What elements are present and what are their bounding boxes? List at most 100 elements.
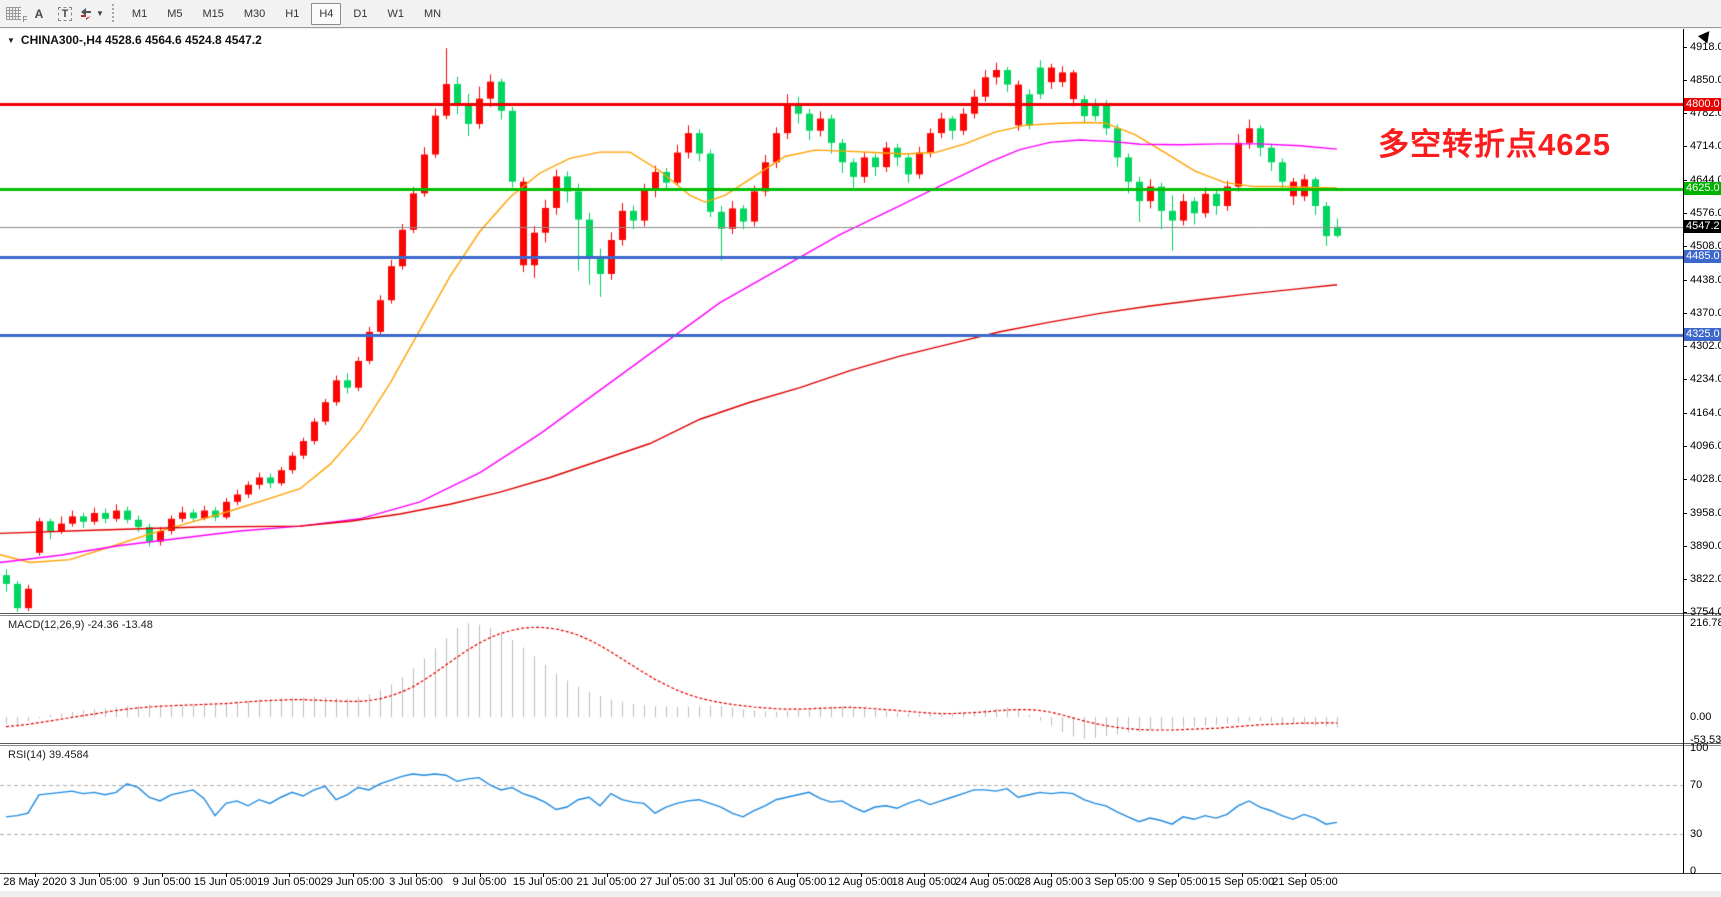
time-axis-label: 27 Jul 05:00	[640, 876, 700, 888]
time-axis-tick	[353, 873, 354, 877]
time-axis-label: 31 Jul 05:00	[703, 876, 764, 888]
price-axis-label: 3958.0	[1690, 507, 1721, 519]
time-axis-tick	[861, 873, 862, 877]
main-chart-canvas[interactable]	[0, 29, 1683, 613]
time-axis-label: 19 Jun 05:00	[257, 876, 321, 888]
price-axis-tick	[1683, 213, 1687, 214]
chevron-down-icon[interactable]: ▼	[96, 9, 104, 18]
rsi-pane-canvas[interactable]	[0, 745, 1683, 873]
price-axis-label: 4918.0	[1690, 41, 1721, 53]
time-axis-label: 15 Jun 05:00	[193, 876, 258, 888]
macd-pane-canvas[interactable]	[0, 615, 1683, 743]
price-axis-tick	[1683, 113, 1687, 114]
chart-window: ▼ CHINA300-,H4 4528.6 4564.6 4524.8 4547…	[0, 27, 1721, 891]
price-axis-tick	[1683, 246, 1687, 247]
tf-button-mn[interactable]: MN	[423, 7, 442, 20]
time-axis-tick	[1242, 873, 1243, 877]
price-axis-label: 4438.0	[1690, 274, 1721, 286]
time-axis-label: 6 Aug 05:00	[767, 876, 827, 888]
price-axis-tick	[1683, 280, 1687, 281]
price-axis-label: 4370.0	[1690, 307, 1721, 319]
time-axis-label: 18 Aug 05:00	[891, 876, 957, 888]
time-axis-tick	[99, 873, 100, 877]
time-axis-tick	[734, 873, 735, 877]
time-axis-tick	[35, 873, 36, 877]
macd-indicator-label: MACD(12,26,9) -24.36 -13.48	[8, 619, 153, 631]
time-axis-label: 3 Jul 05:00	[389, 876, 443, 888]
rsi-axis-label: 0	[1690, 865, 1697, 877]
time-axis-label: 3 Sep 05:00	[1084, 876, 1145, 888]
time-axis-tick	[607, 873, 608, 877]
time-axis-label: 9 Jul 05:00	[452, 876, 507, 888]
price-tag-4325.0: 4325.0	[1684, 328, 1721, 341]
time-axis-tick	[1115, 873, 1116, 877]
price-axis-tick	[1683, 346, 1687, 347]
price-axis-tick	[1683, 546, 1687, 547]
toolbar: F A T ▼ M1 M5 M15 M30 H1 H4 D1 W1 MN	[0, 0, 1721, 28]
tf-button-m15[interactable]: M15	[202, 7, 224, 20]
time-axis-label: 15 Sep 05:00	[1208, 876, 1275, 888]
tf-button-h1[interactable]: H1	[285, 7, 300, 20]
chart-annotation-text: 多空转折点4625	[1378, 127, 1611, 162]
collapse-triangle-icon[interactable]: ▼	[7, 35, 15, 45]
timeframe-button-group: M1 M5 M15 M30 H1 H4 D1 W1 MN	[122, 2, 451, 25]
symbol-title[interactable]: ▼ CHINA300-,H4 4528.6 4564.6 4524.8 4547…	[7, 33, 262, 47]
price-axis-label: 3822.0	[1690, 573, 1721, 585]
price-axis-tick	[1683, 146, 1687, 147]
price-axis-tick	[1683, 413, 1687, 414]
price-axis-tick	[1683, 313, 1687, 314]
time-axis-label: 3 Jun 05:00	[69, 876, 128, 888]
rsi-pane-top-border	[0, 745, 1721, 746]
time-axis[interactable]	[0, 873, 1721, 891]
tf-button-m5[interactable]: M5	[167, 7, 183, 20]
time-axis-label: 21 Jul 05:00	[576, 876, 637, 888]
price-axis-label: 4302.0	[1690, 340, 1721, 352]
price-axis-label: 4096.0	[1690, 440, 1721, 452]
text-box-icon: T	[57, 6, 73, 21]
time-axis-label: 24 Aug 05:00	[955, 876, 1020, 888]
time-axis-label: 28 May 2020	[3, 876, 67, 888]
rsi-axis-label: 70	[1690, 779, 1703, 791]
tf-button-d1[interactable]: D1	[353, 7, 368, 20]
price-tag-4800.0: 4800.0	[1684, 98, 1721, 111]
tf-button-m1[interactable]: M1	[131, 7, 148, 20]
time-axis-tick	[1051, 873, 1052, 877]
price-axis-tick	[1683, 446, 1687, 447]
time-axis-tick	[797, 873, 798, 877]
time-axis-tick	[1305, 873, 1306, 877]
macd-pane-top-border	[0, 615, 1721, 616]
price-axis-label: 3754.0	[1690, 606, 1721, 618]
price-axis-border	[1683, 29, 1684, 873]
time-axis-label: 21 Sep 05:00	[1272, 876, 1338, 888]
toolbar-grip-handle[interactable]	[108, 3, 118, 24]
tf-button-h4[interactable]: H4	[311, 2, 342, 25]
macd-axis-label: 0.00	[1690, 711, 1712, 723]
tf-button-m30[interactable]: M30	[243, 7, 266, 20]
macd-rsi-separator[interactable]	[0, 743, 1721, 744]
price-axis-tick	[1683, 47, 1687, 48]
time-axis-tick	[924, 873, 925, 877]
time-axis-label: 29 Jun 05:00	[320, 876, 385, 888]
text-box-tool-button[interactable]: T	[53, 3, 77, 25]
price-axis-label: 4028.0	[1690, 473, 1721, 485]
price-axis-tick	[1683, 379, 1687, 380]
text-label-tool-button[interactable]: A	[27, 3, 51, 25]
price-axis-label: 4576.0	[1690, 207, 1721, 219]
time-axis-tick	[988, 873, 989, 877]
rsi-axis-label: 30	[1690, 828, 1703, 840]
price-axis-tick	[1683, 479, 1687, 480]
tf-button-w1[interactable]: W1	[387, 7, 404, 20]
main-macd-separator[interactable]	[0, 613, 1721, 614]
price-axis-tick	[1683, 612, 1687, 613]
time-axis-tick	[480, 873, 481, 877]
arrows-tool-button[interactable]: ▼	[79, 3, 104, 25]
macd-axis-label: -53.53	[1690, 734, 1721, 746]
price-tag-4547.2: 4547.2	[1684, 220, 1721, 233]
text-label-icon: A	[34, 6, 44, 21]
grid-f-icon: F	[5, 7, 28, 24]
time-axis-label: 12 Aug 05:00	[828, 876, 893, 888]
macd-axis-label: 216.78	[1690, 617, 1721, 629]
price-axis-tick	[1683, 513, 1687, 514]
grid-f-tool-button[interactable]: F	[1, 3, 28, 25]
rsi-axis-label: 100	[1690, 742, 1709, 754]
